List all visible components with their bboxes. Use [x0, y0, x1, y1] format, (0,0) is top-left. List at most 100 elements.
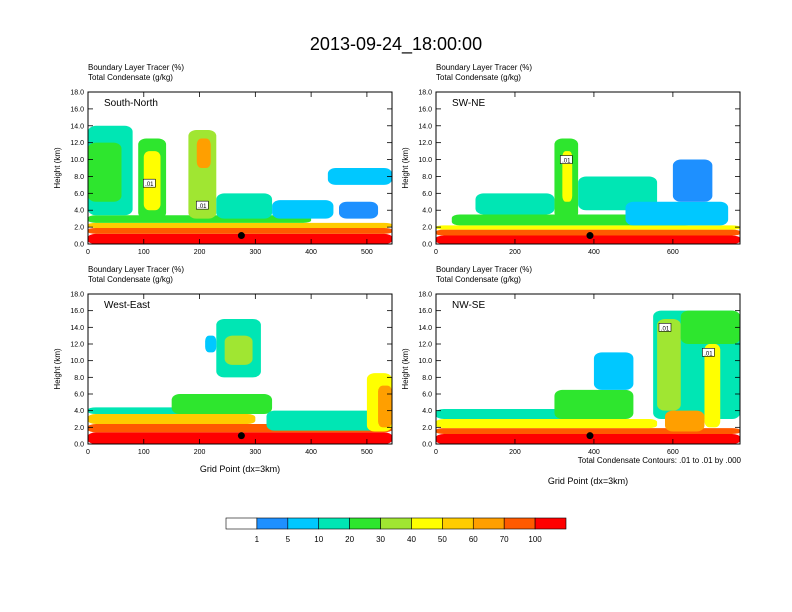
colorbar-swatch: [318, 517, 350, 530]
colorbar-swatch: [534, 517, 567, 530]
tracer-region: [657, 319, 681, 411]
tracer-region: [327, 168, 392, 185]
tracer-region: [436, 419, 658, 429]
panel-name: SW-NE: [452, 98, 485, 109]
y-tick-label: 14.0: [418, 325, 432, 332]
y-tick-label: 0.0: [74, 442, 84, 449]
colorbar-label: 60: [469, 535, 478, 544]
tracer-region: [704, 344, 721, 428]
tracer-region: [88, 414, 256, 424]
colorbar-swatch: [411, 517, 443, 530]
y-tick-label: 16.0: [70, 308, 84, 315]
tracer-field: [436, 310, 740, 444]
tracer-region: [88, 142, 122, 202]
colorbar-label: 1: [255, 535, 260, 544]
contour-footnote: Total Condensate Contours: .01 to .01 by…: [578, 456, 742, 465]
y-tick-label: 10.0: [418, 358, 432, 365]
tracer-region: [216, 193, 273, 219]
y-tick-label: 16.0: [418, 308, 432, 315]
tracer-region: [196, 138, 211, 168]
colorbar-label: 50: [438, 535, 447, 544]
y-tick-label: 4.0: [422, 408, 432, 415]
x-tick-label: 0: [86, 449, 90, 456]
x-tick-label: 600: [667, 249, 679, 256]
panel-name: West-East: [104, 300, 150, 311]
panel-subtitle-tracer: Boundary Layer Tracer (%): [436, 265, 532, 274]
tracer-region: [593, 352, 634, 390]
tracer-region: [672, 159, 713, 202]
y-tick-label: 2.0: [74, 225, 84, 232]
y-tick-label: 12.0: [70, 140, 84, 147]
colorbar-label: 40: [407, 535, 416, 544]
x-axis-label: Grid Point (dx=3km): [548, 476, 628, 486]
tracer-region: [378, 385, 392, 428]
contour-label-box: [702, 348, 715, 357]
location-marker: [237, 232, 245, 240]
contour-label-box: [658, 323, 672, 332]
x-tick-label: 0: [434, 449, 438, 456]
colorbar: 1 5 10 20 30 40 50 60 70 100: [225, 517, 567, 544]
y-tick-label: 0.0: [422, 442, 432, 449]
tracer-region: [171, 394, 273, 414]
y-axis-label: Height (km): [401, 348, 410, 390]
figure-title: 2013-09-24_18:00:00: [310, 34, 482, 55]
contour-label-box: [143, 178, 156, 188]
y-tick-label: 18.0: [418, 90, 432, 97]
panel-subtitle-condensate: Total Condensate (g/kg): [88, 275, 173, 284]
tracer-region: [625, 201, 729, 226]
tracer-region: [224, 335, 253, 365]
contour-label: .01: [145, 182, 154, 188]
y-tick-label: 18.0: [418, 292, 432, 299]
y-tick-label: 12.0: [70, 342, 84, 349]
y-tick-label: 16.0: [418, 106, 432, 113]
tracer-region: [475, 193, 555, 215]
y-axis-label: Height (km): [401, 147, 410, 189]
tracer-region: [88, 233, 392, 244]
tracer-region: [272, 200, 334, 219]
x-axis-label: Grid Point (dx=3km): [200, 464, 280, 474]
x-tick-label: 200: [509, 249, 521, 256]
y-tick-label: 6.0: [422, 392, 432, 399]
tracer-region: [436, 428, 740, 434]
panel-subtitle-condensate: Total Condensate (g/kg): [88, 73, 173, 82]
tracer-region: [436, 235, 740, 244]
x-tick-label: 300: [249, 249, 261, 256]
contour-label: .01: [198, 204, 207, 210]
y-tick-label: 4.0: [422, 208, 432, 215]
x-tick-label: 200: [194, 249, 206, 256]
x-tick-label: 500: [361, 449, 373, 456]
x-tick-label: 400: [588, 449, 600, 456]
location-marker: [586, 432, 594, 440]
x-tick-label: 200: [509, 449, 521, 456]
x-tick-label: 400: [305, 249, 317, 256]
location-marker: [237, 432, 245, 440]
x-tick-label: 0: [434, 249, 438, 256]
x-tick-label: 400: [588, 249, 600, 256]
colorbar-swatch: [442, 517, 474, 530]
tracer-field: [88, 125, 392, 244]
x-tick-label: 100: [138, 249, 150, 256]
y-tick-label: 14.0: [70, 123, 84, 130]
y-tick-label: 0.0: [74, 242, 84, 249]
y-tick-label: 12.0: [418, 342, 432, 349]
y-tick-label: 14.0: [418, 123, 432, 130]
panel-subtitle-condensate: Total Condensate (g/kg): [436, 275, 521, 284]
y-tick-label: 18.0: [70, 90, 84, 97]
location-marker: [586, 232, 594, 240]
panel-subtitle-condensate: Total Condensate (g/kg): [436, 73, 521, 82]
panel-west-east: 0 100 200 300 400 500 0.0 2.0 4.0 6.0 8.0 10.0 12.0 1…: [53, 265, 393, 474]
y-tick-label: 2.0: [74, 425, 84, 432]
tracer-region: [664, 410, 705, 432]
panel-subtitle-tracer: Boundary Layer Tracer (%): [88, 63, 184, 72]
colorbar-swatch: [225, 517, 258, 530]
panel-subtitle-tracer: Boundary Layer Tracer (%): [88, 265, 184, 274]
panel-nw-se: .01 .01 0 200 400 600 0.0 2.0 4.0 6.0 8.0 10.0 12.0 1…: [401, 265, 741, 486]
tracer-region: [436, 225, 740, 230]
tracer-region: [339, 201, 379, 219]
tracer-region: [680, 310, 740, 344]
plot-frame: [87, 293, 393, 445]
y-axis-label: Height (km): [53, 348, 62, 390]
contour-label: .01: [704, 351, 713, 357]
tracer-region: [436, 409, 575, 419]
